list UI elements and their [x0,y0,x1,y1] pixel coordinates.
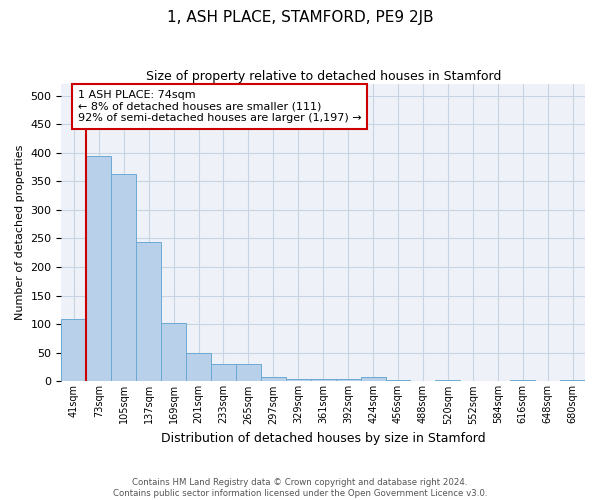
Bar [286,378,311,382]
Bar [560,380,585,382]
Bar [236,364,261,382]
Bar [136,242,161,382]
Bar [61,318,86,382]
Bar [510,380,535,382]
X-axis label: Distribution of detached houses by size in Stamford: Distribution of detached houses by size … [161,432,485,445]
Bar [386,380,410,382]
Text: 1 ASH PLACE: 74sqm
← 8% of detached houses are smaller (111)
92% of semi-detache: 1 ASH PLACE: 74sqm ← 8% of detached hous… [77,90,361,123]
Bar [211,364,236,382]
Bar [186,353,211,382]
Bar [86,156,111,382]
Bar [261,377,286,382]
Y-axis label: Number of detached properties: Number of detached properties [15,145,25,320]
Bar [436,380,460,382]
Bar [311,378,335,382]
Bar [335,378,361,382]
Bar [111,174,136,382]
Bar [361,377,386,382]
Text: 1, ASH PLACE, STAMFORD, PE9 2JB: 1, ASH PLACE, STAMFORD, PE9 2JB [167,10,433,25]
Bar [161,322,186,382]
Text: Contains HM Land Registry data © Crown copyright and database right 2024.
Contai: Contains HM Land Registry data © Crown c… [113,478,487,498]
Title: Size of property relative to detached houses in Stamford: Size of property relative to detached ho… [146,70,501,83]
